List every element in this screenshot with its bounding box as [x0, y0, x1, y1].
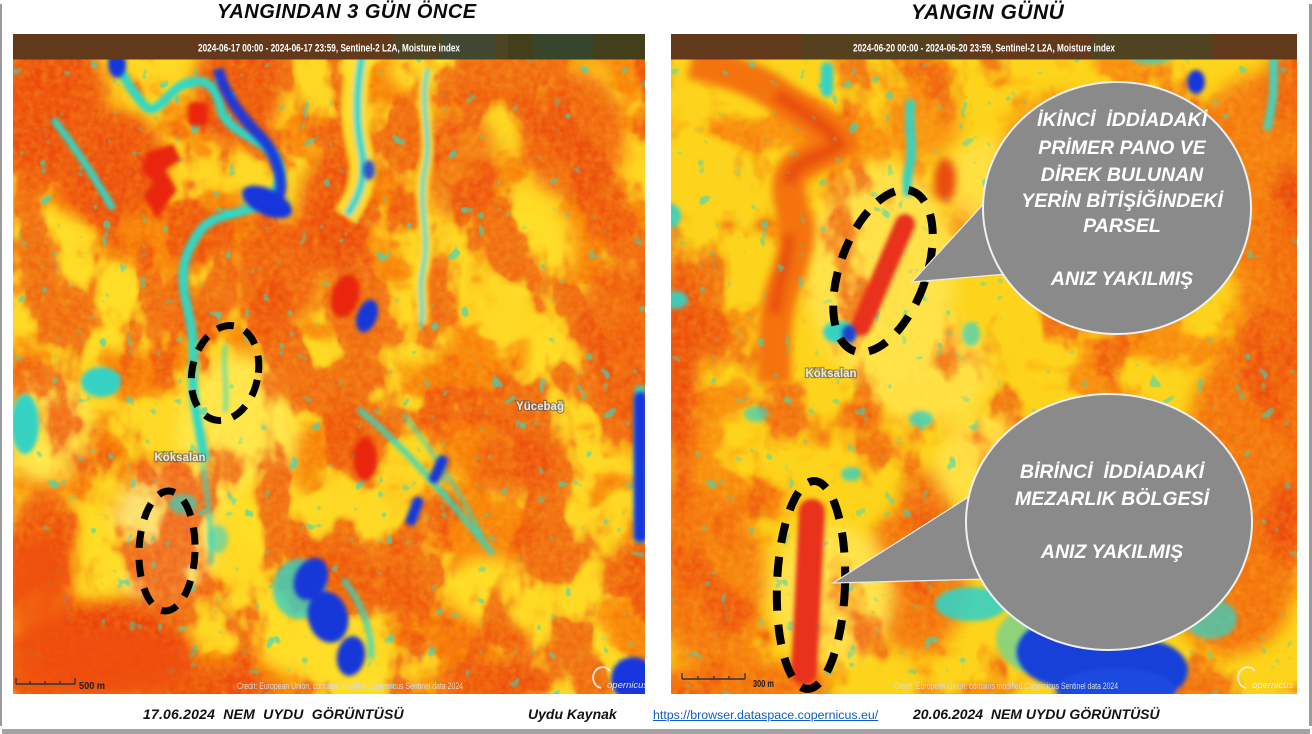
svg-text:ANIZ YAKILMIŞ: ANIZ YAKILMIŞ: [1050, 268, 1193, 290]
svg-text:2024-06-17 00:00 - 2024-06-17: 2024-06-17 00:00 - 2024-06-17 23:59, Sen…: [198, 43, 461, 55]
svg-text:DİREK BULUNAN: DİREK BULUNAN: [1041, 163, 1204, 186]
svg-text:ANIZ YAKILMIŞ: ANIZ YAKILMIŞ: [1040, 541, 1183, 563]
svg-text:BİRİNCİ İDDİADAKİ: BİRİNCİ İDDİADAKİ: [1020, 460, 1206, 483]
svg-text:opernicus: opernicus: [607, 680, 645, 691]
svg-text:MEZARLIK BÖLGESİ: MEZARLIK BÖLGESİ: [1015, 487, 1210, 510]
svg-text:İKİNCİ İDDİADAKİ: İKİNCİ İDDİADAKİ: [1037, 108, 1209, 131]
svg-text:Köksalan: Köksalan: [805, 368, 856, 380]
svg-text:opernicus: opernicus: [1252, 680, 1293, 691]
svg-text:Credit: European Union, contai: Credit: European Union, contains modifie…: [894, 681, 1118, 692]
svg-text:PRİMER PANO VE: PRİMER PANO VE: [1038, 136, 1207, 159]
svg-text:Köksalan: Köksalan: [154, 452, 205, 464]
svg-text:300 m: 300 m: [753, 678, 774, 690]
svg-text:Credit: European Union, contai: Credit: European Union, contains modifie…: [237, 681, 463, 692]
svg-text:YERİN BİTİŞİĞİNDEKİ: YERİN BİTİŞİĞİNDEKİ: [1021, 188, 1224, 212]
svg-text:500 m: 500 m: [79, 680, 105, 692]
svg-text:2024-06-20 00:00 - 2024-06-20: 2024-06-20 00:00 - 2024-06-20 23:59, Sen…: [853, 43, 1116, 55]
svg-text:Yücebağ: Yücebağ: [516, 401, 564, 413]
svg-text:PARSEL: PARSEL: [1083, 215, 1161, 237]
